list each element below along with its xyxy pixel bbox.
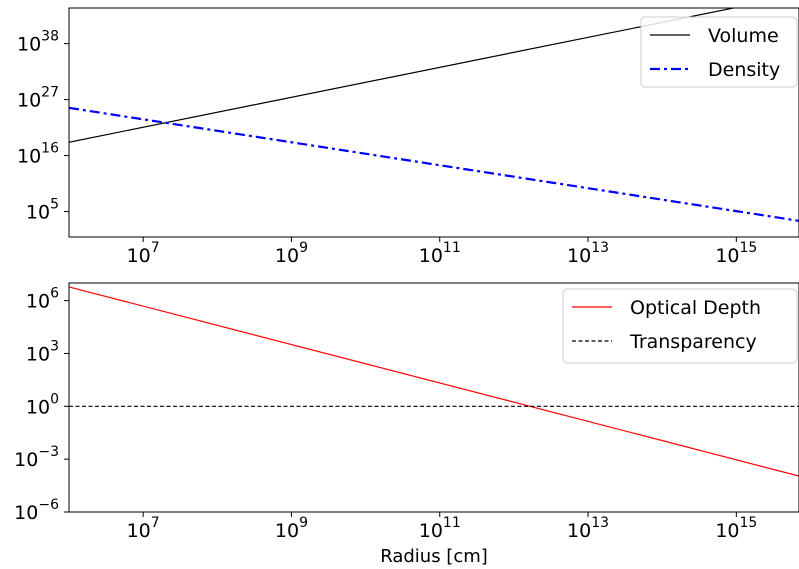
legend: Volume Density bbox=[640, 16, 798, 88]
x-tick-label: 1013 bbox=[567, 240, 609, 267]
legend: Optical Depth Transparency bbox=[562, 288, 798, 364]
x-tick-label: 109 bbox=[275, 515, 308, 542]
y-tick-label: 1038 bbox=[17, 29, 59, 56]
chart-panel-1: 107 109 1011 1013 1015 105 1016 1027 1038 Volume D… bbox=[17, 7, 799, 267]
chart-panel-2: 107 109 1011 1013 1015 10−6 10−3 100 103 106 Radiu… bbox=[14, 282, 799, 567]
axes-frame bbox=[68, 282, 799, 513]
legend-label: Volume bbox=[708, 25, 779, 47]
x-axis-label: Radius [cm] bbox=[380, 546, 488, 567]
y-tick-label: 100 bbox=[26, 391, 59, 418]
legend-label: Transparency bbox=[629, 331, 757, 353]
x-tick-label: 109 bbox=[275, 240, 308, 267]
plot-area bbox=[69, 286, 799, 477]
x-tick-label: 1011 bbox=[419, 240, 461, 267]
y-tick-label: 1027 bbox=[17, 85, 59, 112]
legend-label: Optical Depth bbox=[630, 297, 761, 319]
y-tick-label: 106 bbox=[26, 286, 59, 313]
y-tick-label: 105 bbox=[26, 197, 59, 224]
y-tick-label: 10−6 bbox=[14, 497, 59, 524]
y-tick-label: 1016 bbox=[17, 141, 59, 168]
legend-label: Density bbox=[708, 59, 780, 81]
y-tick-label: 103 bbox=[26, 338, 59, 365]
axes-frame bbox=[68, 7, 799, 238]
series-line-density bbox=[69, 106, 799, 222]
series-line-optical-depth bbox=[69, 286, 799, 477]
x-tick-label: 1015 bbox=[715, 240, 757, 267]
x-tick-label: 1013 bbox=[567, 515, 609, 542]
x-tick-label: 107 bbox=[127, 240, 160, 267]
x-tick-label: 107 bbox=[127, 515, 160, 542]
x-tick-label: 1015 bbox=[715, 515, 757, 542]
y-tick-label: 10−3 bbox=[14, 444, 59, 471]
x-tick-label: 1011 bbox=[419, 515, 461, 542]
